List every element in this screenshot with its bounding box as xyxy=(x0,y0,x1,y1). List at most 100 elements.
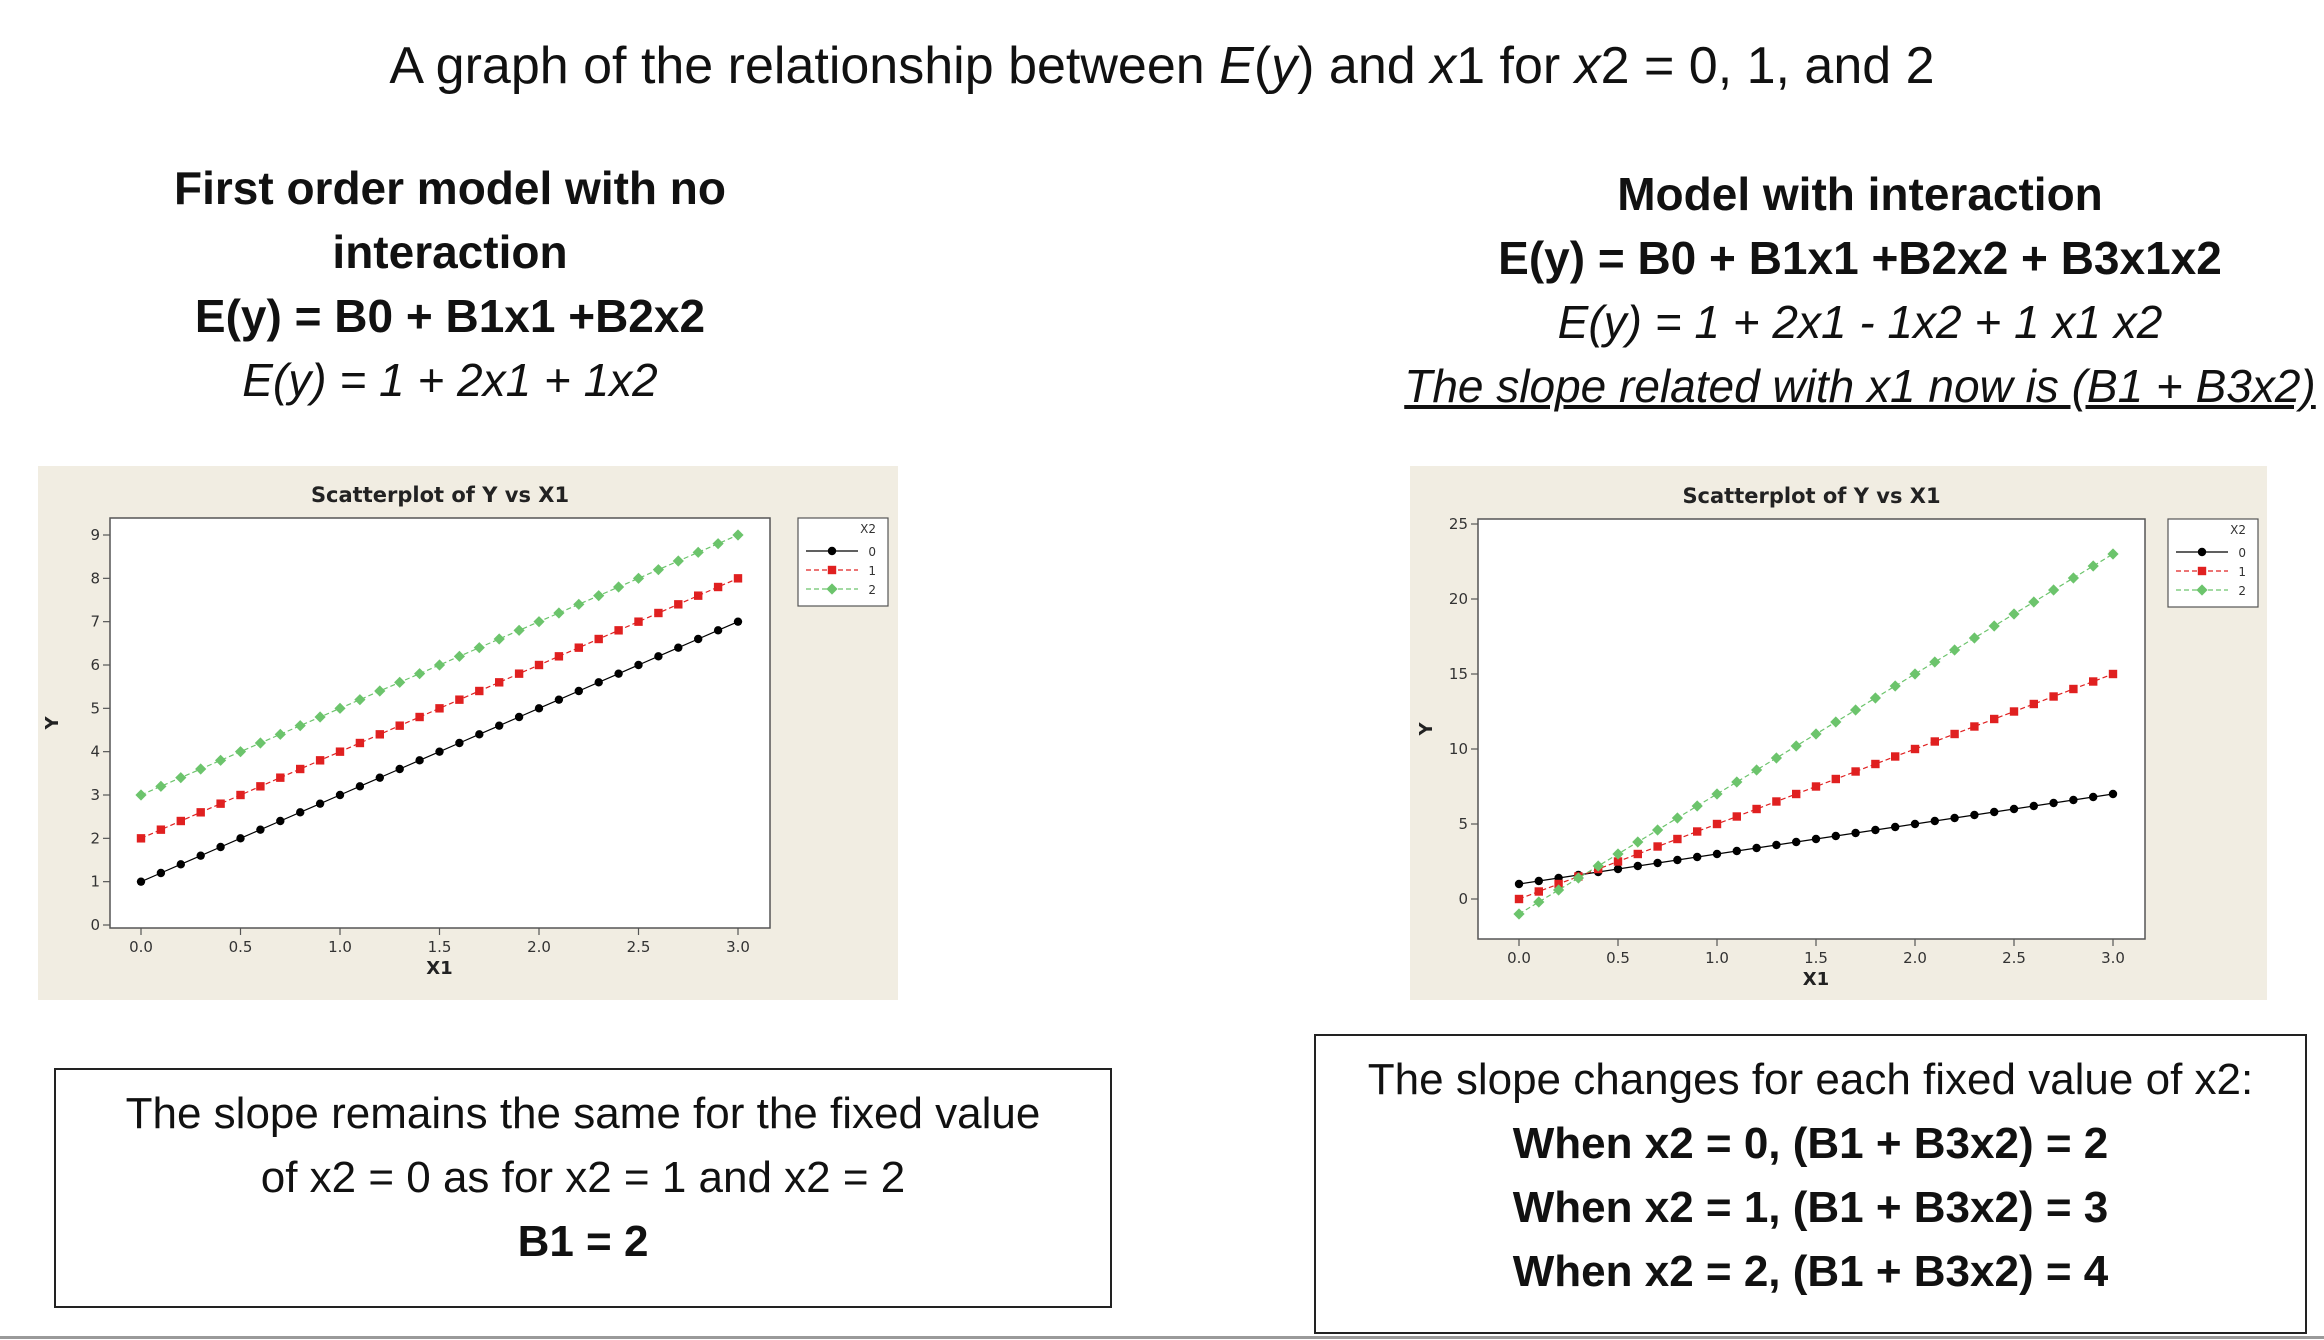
y-axis-label: Y xyxy=(1416,722,1437,737)
data-point-2 xyxy=(672,555,684,567)
data-point-1 xyxy=(1633,849,1642,859)
data-point-2 xyxy=(1830,716,1842,728)
data-point-2 xyxy=(2107,548,2119,560)
legend-title: X2 xyxy=(2230,523,2246,537)
right-explanation-box: The slope changes for each fixed value o… xyxy=(1314,1034,2307,1334)
data-point-1 xyxy=(2069,684,2078,694)
data-point-0 xyxy=(335,790,345,800)
title-text: x xyxy=(1430,37,1457,95)
data-point-2 xyxy=(1869,692,1881,704)
data-point-1 xyxy=(256,782,265,791)
data-point-2 xyxy=(1731,776,1743,788)
title-text: A graph of the relationship between xyxy=(389,37,1220,95)
data-point-0 xyxy=(1831,831,1840,841)
plot-area xyxy=(1477,518,2146,940)
data-point-1 xyxy=(1752,804,1761,814)
data-point-0 xyxy=(2049,798,2058,808)
data-point-2 xyxy=(294,720,306,732)
data-point-2 xyxy=(2087,560,2099,572)
data-point-1 xyxy=(216,799,225,808)
right-model-block: Model with interaction E(y) = B0 + B1x1 … xyxy=(1370,162,2324,418)
x-tick-label: 2.5 xyxy=(627,938,651,956)
data-point-0 xyxy=(415,756,424,765)
data-point-1 xyxy=(196,808,205,817)
data-point-2 xyxy=(274,728,286,740)
data-point-1 xyxy=(654,608,663,618)
data-point-0 xyxy=(355,782,365,791)
data-point-2 xyxy=(374,685,386,697)
data-point-2 xyxy=(453,650,465,662)
page-title: A graph of the relationship between E(y)… xyxy=(0,30,2324,102)
data-point-1 xyxy=(236,790,245,800)
left-explanation-box: The slope remains the same for the fixed… xyxy=(54,1068,1112,1308)
data-point-1 xyxy=(395,721,404,730)
data-point-0 xyxy=(236,834,245,843)
data-point-2 xyxy=(1572,872,1584,884)
data-point-1 xyxy=(674,600,683,609)
data-point-2 xyxy=(2048,584,2060,596)
legend-marker-1 xyxy=(827,565,837,575)
data-point-0 xyxy=(1613,864,1623,874)
data-point-2 xyxy=(1770,752,1782,764)
x-tick-label: 1.5 xyxy=(428,938,452,956)
y-tick-label: 20 xyxy=(1449,590,1468,608)
x-tick-label: 0.0 xyxy=(1507,949,1531,967)
data-point-0 xyxy=(1732,846,1741,856)
data-point-1 xyxy=(514,669,524,678)
data-point-1 xyxy=(1712,819,1722,829)
data-point-1 xyxy=(694,591,703,600)
data-point-2 xyxy=(1790,740,1802,752)
legend-entry: 2 xyxy=(868,583,876,597)
data-point-1 xyxy=(315,756,325,765)
right-scatterplot-panel: Scatterplot of Y vs X1 0.0 0.5 1.0 1.5 2.0 2.5… xyxy=(1410,466,2267,1000)
legend-box xyxy=(797,517,889,607)
y-tick-label: 25 xyxy=(1449,515,1468,533)
data-point-2 xyxy=(1632,836,1644,848)
x-tick-label: 2.0 xyxy=(1903,949,1927,967)
data-point-1 xyxy=(1871,759,1880,769)
legend-entry: 1 xyxy=(2238,565,2246,579)
data-point-0 xyxy=(2089,792,2098,802)
data-point-0 xyxy=(375,773,384,782)
data-point-1 xyxy=(1950,729,1959,739)
data-point-1 xyxy=(2049,692,2058,701)
data-point-1 xyxy=(534,660,544,670)
title-text: ) and xyxy=(1297,37,1431,95)
data-point-0 xyxy=(1930,816,1939,826)
right-scatterplot: Scatterplot of Y vs X1 0.0 0.5 1.0 1.5 2.0 2.5… xyxy=(1416,484,2259,990)
data-point-2 xyxy=(613,581,625,593)
data-point-0 xyxy=(1871,825,1880,835)
data-point-0 xyxy=(435,747,444,756)
data-point-0 xyxy=(1990,807,1999,817)
legend-entry: 0 xyxy=(868,545,876,559)
left-model-heading-line2: interaction xyxy=(332,226,568,278)
left-box-line3: B1 = 2 xyxy=(517,1217,649,1266)
data-point-2 xyxy=(1889,680,1901,692)
legend-marker-0 xyxy=(827,546,837,556)
y-tick-label: 7 xyxy=(90,613,100,631)
data-point-1 xyxy=(554,652,564,661)
x-tick-label: 1.5 xyxy=(1804,949,1828,967)
data-point-1 xyxy=(1930,737,1939,746)
series-1 xyxy=(136,574,743,843)
x-tick-label: 3.0 xyxy=(726,938,750,956)
left-model-block: First order model with no interaction E(… xyxy=(100,156,800,412)
data-point-1 xyxy=(1653,842,1662,851)
data-point-2 xyxy=(314,711,326,723)
x-tick-label: 0.5 xyxy=(229,938,253,956)
data-point-0 xyxy=(1772,840,1781,850)
right-model-example: E(y) = 1 + 2x1 - 1x2 + 1 x1 x2 xyxy=(1557,296,2163,348)
data-point-1 xyxy=(2029,699,2038,709)
data-point-0 xyxy=(733,617,743,626)
data-point-2 xyxy=(215,754,227,766)
data-point-2 xyxy=(254,737,266,749)
data-point-2 xyxy=(135,789,147,801)
data-point-2 xyxy=(513,624,525,636)
y-tick-label: 5 xyxy=(90,699,100,717)
y-tick-label: 0 xyxy=(1458,890,1468,908)
data-point-0 xyxy=(1514,879,1524,889)
data-point-0 xyxy=(2029,801,2038,811)
data-point-1 xyxy=(1613,857,1623,866)
data-point-2 xyxy=(414,668,426,680)
data-point-0 xyxy=(196,851,205,860)
